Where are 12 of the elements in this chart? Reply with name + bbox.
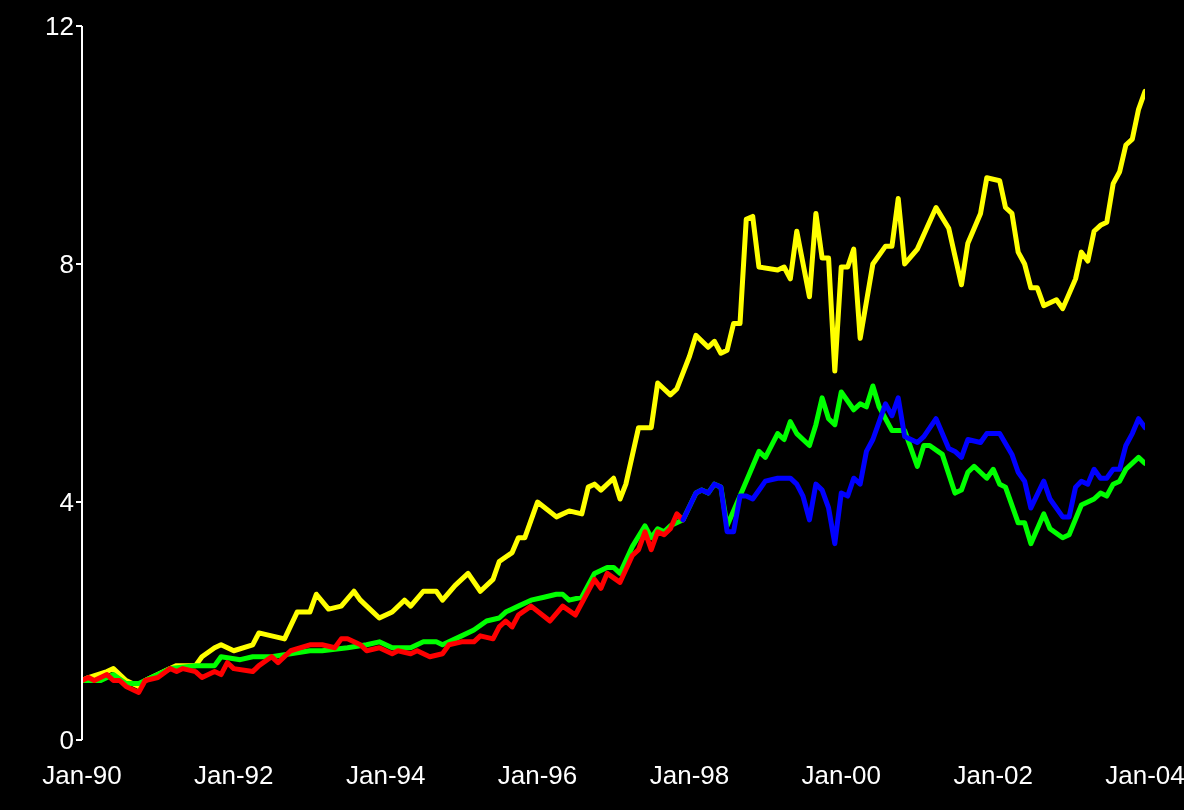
x-tick-label: Jan-92 bbox=[194, 760, 274, 791]
y-tick-label: 0 bbox=[59, 725, 74, 756]
y-tick-label: 12 bbox=[45, 11, 74, 42]
y-tick-label: 4 bbox=[59, 487, 74, 518]
x-tick-label: Jan-04 bbox=[1105, 760, 1184, 791]
x-tick-label: Jan-94 bbox=[345, 760, 426, 791]
x-tick-label: Jan-02 bbox=[953, 760, 1033, 791]
x-tick-label: Jan-98 bbox=[649, 760, 730, 791]
y-tick-label: 8 bbox=[59, 249, 74, 280]
x-tick-label: Jan-00 bbox=[801, 760, 882, 791]
x-tick-label: Jan-90 bbox=[42, 760, 122, 791]
x-tick-label: Jan-96 bbox=[497, 760, 578, 791]
